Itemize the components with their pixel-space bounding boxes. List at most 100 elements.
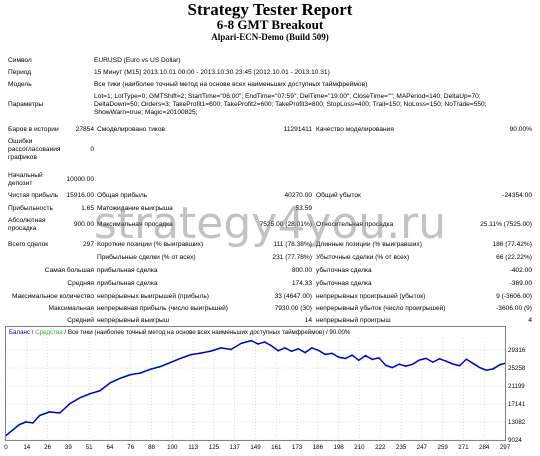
avg-consecutive-losses-label: непрерывный проигрыш: [316, 317, 391, 324]
report-title: Strategy Tester Report: [187, 0, 353, 19]
errors-value: 0: [90, 146, 94, 153]
server-name: Alpari-ECN-Demo (Build 509): [211, 32, 329, 42]
avg-consecutive-losses-value: 4: [528, 317, 532, 324]
period-label: Период: [8, 69, 32, 76]
gross-loss-value: -24354.00: [502, 192, 532, 199]
x-tick-label: 235: [396, 444, 407, 451]
long-positions-label: Длинные позиции (% выигравших): [316, 241, 422, 248]
average-loss-value: -369.00: [509, 280, 532, 287]
max-streak-profit-value: 7930.00 (30): [274, 305, 312, 312]
chart-lines: [5, 339, 506, 437]
largest-loss-label: убыточная сделка: [316, 267, 372, 274]
ticks-value: 11291411: [283, 126, 312, 133]
x-tick-label: 137: [230, 444, 241, 451]
expected-payoff-value: 53.59: [295, 205, 312, 212]
max-drawdown-value: 7525.00 (28.01%): [259, 221, 312, 228]
loss-trades-label: Убыточные сделки (% от всех): [316, 254, 410, 261]
y-tick-label: 13082: [508, 419, 526, 426]
largest-profit-label: прибыльная сделка: [97, 267, 158, 274]
max-consecutive-losses-label: непрерывных проигрышей (убыток): [316, 293, 426, 300]
x-tick-label: 284: [479, 444, 490, 451]
legend-separator-1: /: [30, 329, 35, 336]
errors-label-2: рассогласования: [8, 146, 61, 153]
x-tick-label: 88: [148, 444, 155, 451]
deposit-label-2: депозит: [8, 180, 33, 187]
x-tick-label: 100: [167, 444, 178, 451]
max-streak-profit-label: непрерывная прибыль (число выигрышей): [97, 305, 228, 312]
params-line-2: DeltaDown=50; Orders=3; TakeProfit1=600;…: [94, 101, 487, 108]
quality-label: Качество моделирования: [316, 126, 394, 133]
x-tick-label: 297: [500, 444, 511, 451]
max-consecutive-label: Максимальное количество: [12, 293, 94, 300]
x-tick-label: 26: [44, 444, 51, 451]
strategy-name: 6-8 GMT Breakout: [216, 17, 324, 32]
ticks-label: Смоделировано тиков: [97, 126, 166, 133]
deposit-label-1: Начальный: [8, 172, 43, 179]
avg-consecutive-label: Средний: [67, 317, 94, 324]
symbol-label: Символ: [8, 57, 32, 64]
legend-equity: Средства: [35, 329, 63, 336]
quality-value: 90.00%: [509, 126, 532, 133]
gross-profit-label: Общая прибыль: [97, 192, 148, 199]
x-tick-label: 64: [107, 444, 114, 451]
gross-loss-label: Общий убыток: [316, 192, 361, 199]
x-tick-label: 222: [375, 444, 386, 451]
legend-separator-2: /: [63, 329, 68, 336]
x-tick-label: 125: [209, 444, 220, 451]
y-tick-label: 17141: [508, 401, 526, 408]
period-value: 15 Минут (M15) 2013.10.01 00:00 - 2013.1…: [94, 69, 330, 76]
x-tick-label: 271: [458, 444, 469, 451]
total-trades-value: 297: [82, 241, 94, 248]
x-tick-label: 113: [188, 444, 198, 451]
x-tick-label: 51: [86, 444, 93, 451]
max-consecutive-losses-value: 9 (-3606.00): [496, 293, 532, 300]
x-tick-label: 39: [65, 444, 72, 451]
params-line-3: ShowWarn=true; Magic=20100825;: [94, 109, 198, 116]
x-tick-label: 0: [4, 444, 8, 451]
watermark-text: strategy4you.ru: [93, 198, 447, 249]
legend: Баланс / Средства / Все тики (наиболее т…: [9, 329, 351, 336]
x-tick-label: 210: [354, 444, 365, 451]
model-label: Модель: [8, 81, 32, 88]
params-line-1: Lot=1; LotType=0; GMTShift=2; StartTime=…: [94, 93, 481, 100]
x-tick-label: 76: [127, 444, 134, 451]
largest-profit-value: 800.00: [291, 267, 312, 274]
x-tick-label: 198: [334, 444, 345, 451]
abs-drawdown-value: 900.00: [73, 221, 94, 228]
rel-drawdown-label: Относительная просадка: [316, 221, 394, 228]
profit-trades-label: Прибыльные сделки (% от всех): [97, 254, 196, 261]
y-tick-label: 9024: [508, 437, 522, 444]
profit-factor-value: 1.65: [81, 205, 94, 212]
max-consecutive-wins-value: 33 (4647.00): [274, 293, 312, 300]
x-tick-label: 14: [23, 444, 30, 451]
total-trades-label: Всего сделок: [8, 241, 49, 248]
legend-description: Все тики (наиболее точный метод на основ…: [68, 329, 351, 336]
max-streak-label: Максимальная: [48, 305, 94, 312]
average-profit-value: 174.33: [291, 280, 312, 287]
abs-drawdown-label-2: просадка: [8, 225, 37, 232]
profit-trades-value: 231 (77.78%): [272, 254, 312, 261]
x-tick-label: 186: [313, 444, 324, 451]
short-positions-value: 111 (78.38%): [273, 241, 312, 248]
expected-payoff-label: Матожидание выигрыша: [97, 205, 173, 212]
avg-consecutive-wins-label: непрерывный выигрыш: [97, 317, 170, 324]
chart-grid: [5, 338, 506, 441]
symbol-value: EURUSD (Euro vs US Dollar): [94, 57, 181, 64]
average-loss-label: убыточная сделка: [316, 280, 372, 287]
x-tick-label: 259: [437, 444, 448, 451]
y-tick-label: 21199: [508, 383, 525, 390]
avg-consecutive-wins-value: 14: [304, 317, 312, 324]
max-streak-loss-label: непрерывный убыток (число проигрышей): [316, 305, 446, 312]
y-tick-label: 25258: [508, 365, 526, 372]
largest-label: Самая большая: [44, 267, 94, 274]
x-tick-label: 247: [417, 444, 428, 451]
y-tick-label: 29316: [508, 347, 526, 354]
x-tick-label: 161: [271, 444, 282, 451]
bars-value: 27854: [75, 126, 94, 133]
model-value: Все тики (наиболее точный метод на основ…: [94, 81, 368, 88]
params-label: Параметры: [8, 101, 44, 108]
errors-label-1: Ошибки: [8, 138, 33, 145]
balance-chart: 29316 25258 21199 17141 13082 9024 0 14 26 39 51 6…: [4, 326, 526, 451]
average-label: Средняя: [67, 280, 94, 287]
rel-drawdown-value: 25.11% (7525.00): [480, 221, 532, 228]
